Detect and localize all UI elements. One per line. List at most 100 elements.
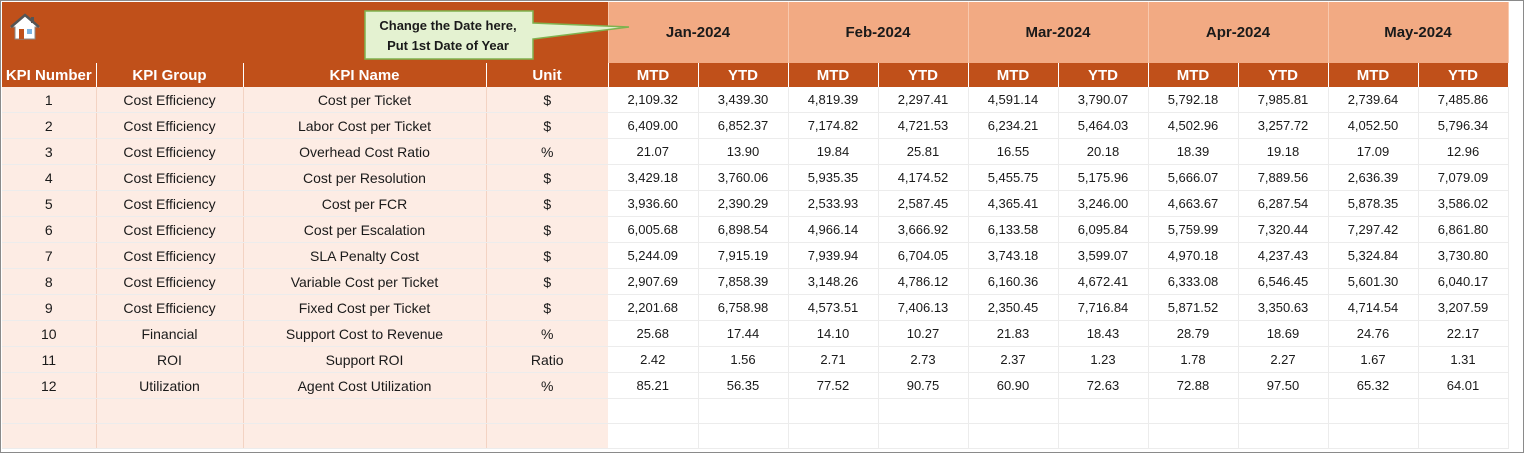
ytd-value-cell[interactable]: 6,287.54	[1238, 190, 1329, 217]
kpi-number-cell[interactable]: 4	[2, 164, 97, 191]
ytd-value-cell[interactable]: 72.63	[1058, 372, 1149, 399]
mtd-value-cell[interactable]: 60.90	[968, 372, 1059, 399]
ytd-value-cell[interactable]: 3,246.00	[1058, 190, 1149, 217]
mtd-value-cell[interactable]: 3,429.18	[608, 164, 699, 191]
mtd-value-cell[interactable]: 1.67	[1328, 346, 1419, 373]
empty-cell[interactable]	[243, 423, 487, 449]
mtd-value-cell[interactable]: 6,333.08	[1148, 268, 1239, 295]
ytd-value-cell[interactable]: 13.90	[698, 138, 789, 165]
empty-cell[interactable]	[1328, 398, 1419, 424]
unit-cell[interactable]: $	[486, 268, 608, 295]
mtd-value-cell[interactable]: 4,365.41	[968, 190, 1059, 217]
ytd-value-cell[interactable]: 6,546.45	[1238, 268, 1329, 295]
kpi-number-cell[interactable]: 10	[2, 320, 97, 347]
ytd-value-cell[interactable]: 3,439.30	[698, 87, 789, 113]
unit-cell[interactable]: Ratio	[486, 346, 608, 373]
mtd-value-cell[interactable]: 19.84	[788, 138, 879, 165]
empty-cell[interactable]	[608, 423, 699, 449]
ytd-value-cell[interactable]: 25.81	[878, 138, 969, 165]
mtd-value-cell[interactable]: 5,666.07	[1148, 164, 1239, 191]
ytd-value-cell[interactable]: 3,666.92	[878, 216, 969, 243]
kpi-name-cell[interactable]: SLA Penalty Cost	[243, 242, 487, 269]
kpi-name-cell[interactable]: Variable Cost per Ticket	[243, 268, 487, 295]
unit-cell[interactable]: $	[486, 87, 608, 113]
mtd-value-cell[interactable]: 6,133.58	[968, 216, 1059, 243]
ytd-value-cell[interactable]: 7,485.86	[1418, 87, 1509, 113]
mtd-value-cell[interactable]: 2,636.39	[1328, 164, 1419, 191]
empty-cell[interactable]	[1328, 423, 1419, 449]
mtd-value-cell[interactable]: 6,005.68	[608, 216, 699, 243]
ytd-value-cell[interactable]: 1.56	[698, 346, 789, 373]
ytd-value-cell[interactable]: 2,297.41	[878, 87, 969, 113]
ytd-value-cell[interactable]: 90.75	[878, 372, 969, 399]
empty-cell[interactable]	[1058, 423, 1149, 449]
mtd-value-cell[interactable]: 5,878.35	[1328, 190, 1419, 217]
mtd-value-cell[interactable]: 2,201.68	[608, 294, 699, 321]
ytd-value-cell[interactable]: 2.73	[878, 346, 969, 373]
mtd-value-cell[interactable]: 16.55	[968, 138, 1059, 165]
ytd-value-cell[interactable]: 18.69	[1238, 320, 1329, 347]
ytd-value-cell[interactable]: 4,237.43	[1238, 242, 1329, 269]
ytd-value-cell[interactable]: 17.44	[698, 320, 789, 347]
kpi-group-cell[interactable]: Cost Efficiency	[96, 138, 244, 165]
kpi-name-cell[interactable]: Cost per Escalation	[243, 216, 487, 243]
month-header[interactable]: Jan-2024	[607, 2, 789, 63]
empty-cell[interactable]	[788, 423, 879, 449]
mtd-value-cell[interactable]: 21.83	[968, 320, 1059, 347]
mtd-value-cell[interactable]: 5,759.99	[1148, 216, 1239, 243]
ytd-value-cell[interactable]: 2.27	[1238, 346, 1329, 373]
mtd-value-cell[interactable]: 25.68	[608, 320, 699, 347]
ytd-value-cell[interactable]: 6,861.80	[1418, 216, 1509, 243]
ytd-value-cell[interactable]: 4,174.52	[878, 164, 969, 191]
mtd-value-cell[interactable]: 3,743.18	[968, 242, 1059, 269]
unit-cell[interactable]: $	[486, 190, 608, 217]
mtd-value-cell[interactable]: 5,792.18	[1148, 87, 1239, 113]
kpi-number-cell[interactable]: 2	[2, 112, 97, 139]
empty-cell[interactable]	[878, 423, 969, 449]
ytd-value-cell[interactable]: 5,464.03	[1058, 112, 1149, 139]
kpi-group-cell[interactable]: Cost Efficiency	[96, 87, 244, 113]
unit-cell[interactable]: %	[486, 372, 608, 399]
mtd-value-cell[interactable]: 18.39	[1148, 138, 1239, 165]
kpi-group-cell[interactable]: Cost Efficiency	[96, 112, 244, 139]
mtd-value-cell[interactable]: 4,052.50	[1328, 112, 1419, 139]
kpi-number-cell[interactable]: 8	[2, 268, 97, 295]
mtd-value-cell[interactable]: 6,234.21	[968, 112, 1059, 139]
kpi-group-cell[interactable]: Utilization	[96, 372, 244, 399]
mtd-value-cell[interactable]: 5,935.35	[788, 164, 879, 191]
mtd-value-cell[interactable]: 3,936.60	[608, 190, 699, 217]
mtd-value-cell[interactable]: 4,819.39	[788, 87, 879, 113]
ytd-value-cell[interactable]: 6,040.17	[1418, 268, 1509, 295]
mtd-value-cell[interactable]: 2,533.93	[788, 190, 879, 217]
empty-cell[interactable]	[1238, 398, 1329, 424]
ytd-value-cell[interactable]: 6,758.98	[698, 294, 789, 321]
empty-cell[interactable]	[96, 398, 244, 424]
kpi-number-cell[interactable]: 1	[2, 87, 97, 113]
empty-cell[interactable]	[968, 398, 1059, 424]
empty-cell[interactable]	[2, 398, 97, 424]
mtd-value-cell[interactable]: 5,871.52	[1148, 294, 1239, 321]
ytd-value-cell[interactable]: 6,704.05	[878, 242, 969, 269]
ytd-value-cell[interactable]: 20.18	[1058, 138, 1149, 165]
empty-cell[interactable]	[788, 398, 879, 424]
ytd-value-cell[interactable]: 1.23	[1058, 346, 1149, 373]
kpi-group-cell[interactable]: Cost Efficiency	[96, 294, 244, 321]
mtd-value-cell[interactable]: 3,148.26	[788, 268, 879, 295]
empty-cell[interactable]	[698, 423, 789, 449]
mtd-value-cell[interactable]: 4,663.67	[1148, 190, 1239, 217]
empty-cell[interactable]	[1058, 398, 1149, 424]
kpi-number-cell[interactable]: 3	[2, 138, 97, 165]
empty-cell[interactable]	[608, 398, 699, 424]
kpi-number-cell[interactable]: 9	[2, 294, 97, 321]
kpi-number-cell[interactable]: 5	[2, 190, 97, 217]
mtd-value-cell[interactable]: 4,970.18	[1148, 242, 1239, 269]
kpi-name-cell[interactable]: Support Cost to Revenue	[243, 320, 487, 347]
unit-cell[interactable]: %	[486, 320, 608, 347]
unit-cell[interactable]: $	[486, 216, 608, 243]
mtd-value-cell[interactable]: 4,591.14	[968, 87, 1059, 113]
ytd-value-cell[interactable]: 64.01	[1418, 372, 1509, 399]
kpi-name-cell[interactable]: Labor Cost per Ticket	[243, 112, 487, 139]
mtd-value-cell[interactable]: 2,739.64	[1328, 87, 1419, 113]
kpi-group-cell[interactable]: Cost Efficiency	[96, 242, 244, 269]
empty-cell[interactable]	[486, 398, 608, 424]
